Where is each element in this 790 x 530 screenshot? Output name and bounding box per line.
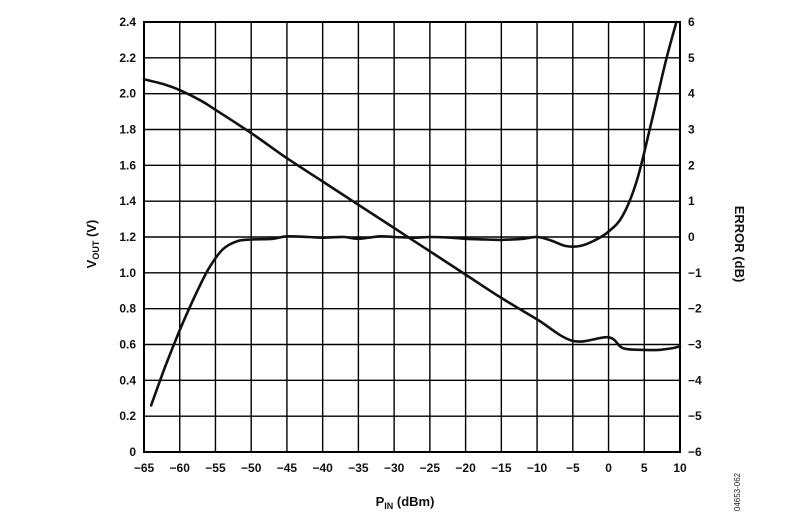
- x-tick-label: −15: [491, 461, 512, 475]
- y-left-tick-label: 2.0: [119, 87, 136, 101]
- x-tick-label: −50: [241, 461, 262, 475]
- y-left-tick-label: 0.4: [119, 373, 136, 387]
- y-right-tick-label: 5: [688, 51, 695, 65]
- y-right-tick-label: 1: [688, 194, 695, 208]
- y-left-tick-label: 1.2: [119, 230, 136, 244]
- y-left-tick-label: 1.4: [119, 194, 136, 208]
- error-curve: [149, 20, 678, 407]
- y-right-tick-label: 0: [688, 230, 695, 244]
- y-right-tick-label: −1: [688, 266, 702, 280]
- x-tick-label: −10: [527, 461, 548, 475]
- figure-code: 04653-062: [733, 472, 742, 511]
- x-tick-label: 0: [605, 461, 612, 475]
- x-tick-label: −40: [312, 461, 333, 475]
- y-left-tick-label: 2.2: [119, 51, 136, 65]
- x-tick-label: −35: [348, 461, 369, 475]
- x-tick-label: −25: [420, 461, 441, 475]
- vout-curve: [142, 78, 682, 352]
- x-tick-label: −55: [205, 461, 226, 475]
- y-left-axis-title: VOUT (V): [84, 220, 101, 269]
- y-right-tick-label: 6: [688, 15, 695, 29]
- tick-labels: −65 −60 −55 −50 −45 −40 −35 −30 −25 −20 −15 −10 −5 0 5…: [119, 15, 702, 475]
- y-left-tick-label: 0.6: [119, 338, 136, 352]
- y-left-tick-label: 0.2: [119, 409, 136, 423]
- y-left-tick-label: 1.8: [119, 123, 136, 137]
- y-right-tick-label: −4: [688, 373, 702, 387]
- x-tick-label: 10: [673, 461, 687, 475]
- x-tick-label: −5: [566, 461, 580, 475]
- x-tick-label: −65: [134, 461, 155, 475]
- y-right-tick-label: −2: [688, 302, 702, 316]
- y-right-axis-title: ERROR (dB): [732, 206, 747, 283]
- y-left-tick-label: 0: [129, 445, 136, 459]
- y-left-tick-label: 1.0: [119, 266, 136, 280]
- y-right-tick-label: 3: [688, 123, 695, 137]
- y-right-tick-label: −6: [688, 445, 702, 459]
- plot-frame: [143, 21, 681, 453]
- x-tick-label: −45: [277, 461, 298, 475]
- y-right-tick-label: −5: [688, 409, 702, 423]
- y-right-tick-label: 2: [688, 158, 695, 172]
- series-group: [142, 20, 682, 407]
- x-tick-label: −30: [384, 461, 405, 475]
- x-tick-label: −60: [170, 461, 191, 475]
- y-right-tick-label: −3: [688, 338, 702, 352]
- y-left-tick-label: 2.4: [119, 15, 136, 29]
- y-right-tick-label: 4: [688, 87, 695, 101]
- y-left-tick-label: 0.8: [119, 302, 136, 316]
- x-axis-title: PIN (dBm): [376, 494, 435, 511]
- grid-lines: [143, 21, 681, 453]
- y-left-tick-label: 1.6: [119, 158, 136, 172]
- x-tick-label: −20: [455, 461, 476, 475]
- x-tick-label: 5: [641, 461, 648, 475]
